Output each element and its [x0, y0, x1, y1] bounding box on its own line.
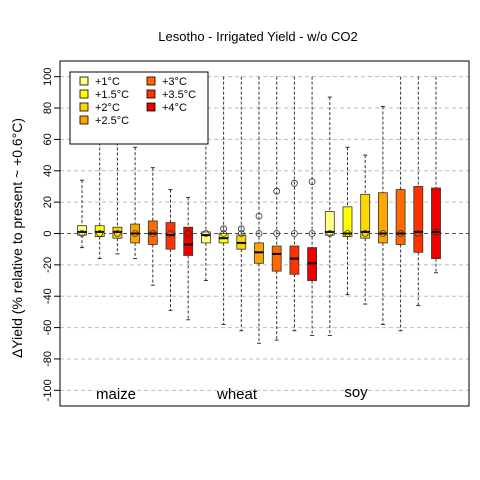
outlier-point — [237, 225, 245, 233]
box — [360, 193, 371, 239]
mean-marker — [78, 230, 86, 237]
outlier-point — [255, 212, 263, 220]
mean-marker — [273, 230, 281, 237]
mean-marker — [432, 228, 440, 236]
y-tick-label: -80 — [42, 351, 54, 367]
y-tick-label: 60 — [42, 133, 54, 145]
y-tick-label: -20 — [42, 257, 54, 273]
box — [395, 189, 406, 245]
mean-marker — [149, 230, 157, 237]
mean-marker — [114, 230, 121, 237]
mean-marker — [361, 230, 369, 237]
group-label-maize: maize — [96, 386, 136, 403]
legend-swatch — [79, 115, 89, 125]
legend-label: +2°C — [95, 102, 120, 114]
y-tick-label: 0 — [42, 230, 54, 236]
outlier-point — [308, 178, 316, 186]
legend-label: +1°C — [95, 76, 120, 88]
y-tick-label-group: 60 — [42, 133, 54, 145]
y-tick-label-group: -60 — [42, 320, 54, 336]
y-tick-label: -40 — [42, 288, 54, 304]
legend-label: +1.5°C — [95, 89, 129, 101]
box — [271, 245, 282, 272]
y-tick-label-group: -80 — [42, 351, 54, 367]
mean-marker — [131, 230, 139, 237]
y-tick-label-group: 0 — [42, 230, 54, 236]
y-axis-title-group: ΔYield (% relative to present ~ +0.6°C) — [9, 118, 25, 358]
mean-marker — [344, 230, 351, 237]
legend-swatch — [79, 89, 89, 99]
mean-marker — [379, 230, 387, 237]
legend-swatch — [146, 102, 156, 112]
y-tick-label-group: -100 — [42, 379, 54, 401]
legend-swatch — [79, 102, 89, 112]
y-tick-label: 40 — [42, 165, 54, 177]
y-tick-label: -100 — [42, 379, 54, 401]
legend-label: +3.5°C — [162, 89, 196, 101]
y-tick-label-group: 40 — [42, 165, 54, 177]
mean-marker — [202, 230, 210, 237]
mean-marker — [96, 230, 104, 237]
y-tick-label-group: 20 — [42, 196, 54, 208]
group-label-soy: soy — [344, 384, 368, 401]
mean-marker — [397, 230, 405, 237]
legend-label: +3°C — [162, 76, 187, 88]
legend-swatch — [146, 89, 156, 99]
mean-marker — [326, 230, 334, 237]
box — [183, 226, 194, 256]
box — [413, 186, 424, 253]
chart-title: Lesotho - Irrigated Yield - w/o CO2 — [158, 29, 357, 44]
outlier-point — [273, 187, 281, 195]
legend-swatch — [79, 76, 89, 86]
box — [431, 187, 441, 259]
mean-marker — [237, 230, 245, 237]
y-tick-label-group: 80 — [42, 102, 54, 114]
y-tick-label: -60 — [42, 320, 54, 336]
y-tick-label-group: -20 — [42, 257, 54, 273]
mean-marker — [255, 230, 263, 237]
y-tick-label: 100 — [42, 68, 54, 86]
y-tick-label-group: 100 — [42, 68, 54, 86]
outlier-point — [290, 179, 298, 187]
legend: +1°C+1.5°C+2°C+2.5°C +3°C+3.5°C+4°C — [69, 71, 209, 145]
y-tick-label: 20 — [42, 196, 54, 208]
plot-area: -100 -80 -60 -40 -20 0 20 40 60 80 100 maize wheat so… — [42, 60, 470, 407]
box — [200, 231, 211, 244]
box — [289, 245, 300, 275]
group-label-wheat: wheat — [216, 386, 258, 403]
y-tick-label-group: -40 — [42, 288, 54, 304]
y-tick-label: 80 — [42, 102, 54, 114]
legend-swatch — [146, 76, 156, 86]
legend-label: +4°C — [162, 102, 187, 114]
y-axis-title: ΔYield (% relative to present ~ +0.6°C) — [9, 118, 25, 358]
mean-marker — [414, 230, 422, 237]
mean-marker — [167, 230, 174, 237]
box — [377, 192, 388, 244]
legend-label: +2.5°C — [95, 115, 129, 127]
outlier-point — [220, 225, 228, 233]
mean-marker — [220, 230, 228, 237]
mean-marker — [290, 230, 298, 237]
box — [342, 206, 353, 238]
box — [324, 211, 335, 236]
mean-marker — [184, 230, 192, 237]
mean-marker — [308, 230, 316, 237]
legend-box — [69, 71, 209, 145]
